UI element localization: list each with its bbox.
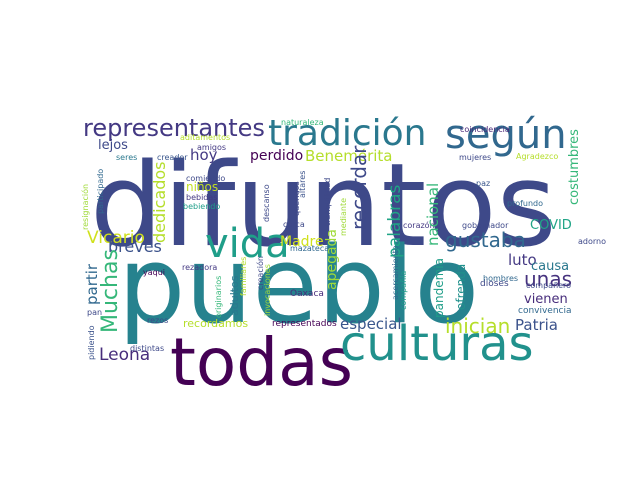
word-perdido: perdido — [250, 148, 303, 164]
word-adorno: adorno — [578, 237, 606, 246]
word-descanso: descanso — [262, 184, 271, 222]
word-aditamentos: aditamentos — [180, 133, 230, 142]
word-lejos: lejos — [98, 138, 128, 153]
word-costumbres: costumbres — [567, 129, 582, 205]
word-resignacion: resignación — [80, 184, 90, 230]
word-inician: inician — [445, 314, 510, 338]
word-rezos: rezos — [147, 316, 168, 325]
word-tranquilidad: tranquilidad — [323, 178, 332, 226]
word-hoy: hoy — [190, 146, 218, 164]
word-seres: seres — [116, 153, 137, 162]
word-queridos: queridos — [292, 181, 301, 216]
word-todas: todas — [170, 324, 353, 401]
word-pidiendo: pidiendo — [87, 325, 96, 360]
word-tradicion: tradición — [268, 113, 426, 154]
word-palabras: palabras — [385, 184, 405, 258]
word-coincidencia: coincidencia — [460, 125, 510, 134]
word-breves: breves — [108, 237, 162, 256]
word-representados: representados — [272, 319, 337, 329]
word-invocaciones: invocaciones — [263, 264, 272, 316]
word-creacion: creación — [255, 256, 265, 290]
word-bebiendo: bebiendo — [183, 202, 220, 211]
word-cerca: cerca — [283, 220, 305, 229]
word-adultos: adultos — [228, 275, 241, 316]
word-cloud-area: difuntos pueblo todas culturas tradición… — [80, 112, 606, 401]
word-vida: vida — [205, 221, 290, 267]
word-dedicados: dedicados — [150, 162, 169, 243]
word-gobernador: gobernador — [462, 221, 509, 230]
word-unas: unas — [524, 267, 572, 291]
word-familiares: familiares — [239, 257, 248, 296]
word-recordar: recordar — [347, 145, 371, 230]
word-ofrenda: ofrenda — [454, 264, 468, 310]
word-causa: causa — [531, 259, 569, 274]
word-companero: compañero — [526, 281, 571, 290]
word-vienen: vienen — [524, 292, 568, 307]
word-segun: según — [445, 112, 567, 158]
word-participado: participado — [96, 169, 105, 214]
word-amigos: amigos — [197, 143, 226, 152]
word-patria: Patria — [515, 316, 558, 334]
word-bebidas: bebidas — [186, 193, 217, 202]
word-difuntos: difuntos — [90, 139, 557, 273]
word-pandemia: pandemia — [432, 258, 446, 318]
word-pan: pan — [87, 308, 102, 317]
word-companía: compañía — [399, 271, 408, 310]
word-mazateca: mazateca — [290, 244, 329, 253]
word-madre: Madre — [280, 234, 324, 250]
word-creador: creador — [157, 153, 188, 162]
word-ninos: niños — [186, 180, 218, 194]
word-vicario: Vicario — [87, 228, 145, 248]
word-covid: COVID — [530, 218, 572, 233]
word-pueblo: pueblo — [118, 224, 479, 347]
word-agradezco: Agradezco — [516, 152, 558, 161]
word-corazon: corazón — [403, 220, 435, 230]
word-mujeres: mujeres — [459, 153, 491, 162]
word-naturaleza: naturaleza — [281, 118, 324, 127]
word-hombres: hombres — [483, 274, 518, 283]
word-partir: partir — [83, 263, 101, 305]
word-profundo: profundo — [507, 199, 543, 208]
word-muchas: Muchas — [98, 249, 123, 333]
word-nacional: nacional — [424, 183, 442, 246]
word-especial: especial — [340, 315, 402, 333]
word-rezadora: rezadora — [182, 263, 217, 272]
word-representantes: representantes — [83, 114, 265, 142]
word-comiendo: comiendo — [186, 174, 225, 183]
word-yaqui: yaqui — [143, 268, 165, 277]
word-apegada: apegada — [324, 229, 340, 290]
word-benemerita: Benemérita — [305, 147, 393, 165]
word-altares: altares — [298, 171, 307, 198]
word-leona: Leona — [99, 345, 150, 365]
word-gustaba: gustaba — [445, 228, 526, 252]
word-distintas: distintas — [130, 344, 164, 353]
word-paz: paz — [476, 179, 490, 188]
word-recordamos: recordamos — [183, 317, 248, 330]
word-mediante: mediante — [339, 198, 348, 236]
word-luto: luto — [508, 251, 537, 269]
word-oaxaca: Oaxaca — [290, 289, 324, 299]
word-acercamiento: acercamiento — [391, 245, 400, 300]
word-originarios: originarios — [214, 276, 223, 318]
word-convivencia: convivencia — [518, 306, 572, 316]
word-dioses: dioses — [480, 279, 509, 289]
word-culturas: culturas — [340, 316, 534, 372]
